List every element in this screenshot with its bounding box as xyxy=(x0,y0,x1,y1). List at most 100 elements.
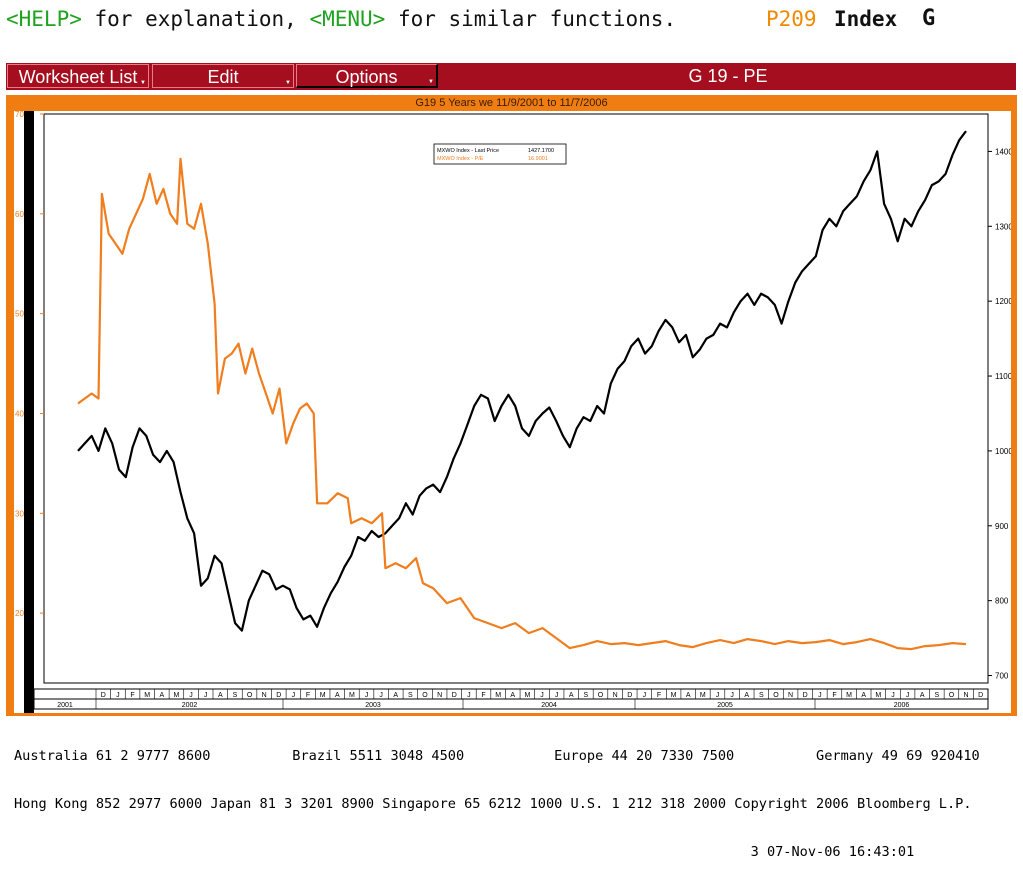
month-label: M xyxy=(875,692,881,699)
right-tick-label: 800 xyxy=(995,597,1009,606)
year-label: 2006 xyxy=(894,702,910,709)
month-label: O xyxy=(773,692,779,699)
right-tick-label: 1000 xyxy=(995,447,1011,456)
month-label: M xyxy=(349,692,355,699)
left-tick-label: 20 xyxy=(15,609,24,618)
footer: Australia 61 2 9777 8600 Brazil 5511 304… xyxy=(14,716,1014,876)
menu-bar: Worksheet List ▼ Edit ▼ Options ▼ G 19 - PE xyxy=(6,63,1016,90)
right-tick-label: 1200 xyxy=(995,297,1011,306)
month-label: F xyxy=(657,692,661,699)
edit-label: Edit xyxy=(207,67,239,87)
pe-ratio-line xyxy=(77,157,967,651)
month-label: S xyxy=(584,692,589,699)
month-label: J xyxy=(730,692,734,699)
month-label: A xyxy=(569,692,574,699)
month-label: J xyxy=(906,692,910,699)
month-label: A xyxy=(393,692,398,699)
year-label: 2002 xyxy=(182,702,198,709)
month-label: A xyxy=(744,692,749,699)
month-label: S xyxy=(233,692,238,699)
month-label: N xyxy=(964,692,969,699)
month-label: A xyxy=(686,692,691,699)
help-key[interactable]: <HELP> xyxy=(6,7,82,31)
month-label: M xyxy=(320,692,326,699)
right-tick-label: 1400 xyxy=(995,147,1011,156)
month-label: J xyxy=(204,692,208,699)
month-label: N xyxy=(788,692,793,699)
month-label: O xyxy=(598,692,604,699)
help-text: for explanation, xyxy=(81,7,310,31)
left-tick-label: 50 xyxy=(15,310,24,319)
month-label: J xyxy=(555,692,559,699)
month-label: J xyxy=(716,692,720,699)
graph-title: G 19 - PE xyxy=(688,66,768,86)
worksheet-list-button[interactable]: Worksheet List ▼ xyxy=(7,64,149,88)
plot-border xyxy=(43,113,989,684)
left-tick-label: 70 xyxy=(15,111,24,119)
right-tick-label: 700 xyxy=(995,672,1009,681)
month-label: J xyxy=(643,692,647,699)
options-button[interactable]: Options ▼ xyxy=(296,64,438,88)
month-label: M xyxy=(700,692,706,699)
month-label: M xyxy=(671,692,677,699)
chart-frame: G19 5 Years we 11/9/2001 to 11/7/2006 20… xyxy=(6,95,1017,716)
month-label: A xyxy=(920,692,925,699)
month-label: J xyxy=(189,692,193,699)
left-scroll-bar xyxy=(24,111,34,713)
month-label: M xyxy=(524,692,530,699)
yellow-key: Index xyxy=(834,7,898,31)
month-label: M xyxy=(144,692,150,699)
year-label: 2005 xyxy=(717,702,733,709)
month-label: D xyxy=(627,692,632,699)
year-label: 2003 xyxy=(365,702,381,709)
month-label: N xyxy=(613,692,618,699)
footer-line-3: 3 07-Nov-06 16:43:01 xyxy=(14,844,915,860)
month-label: D xyxy=(101,692,106,699)
month-label: A xyxy=(335,692,340,699)
footer-line-2: Hong Kong 852 2977 6000 Japan 81 3 3201 … xyxy=(14,796,972,812)
legend-label: MXWO Index - P/E xyxy=(437,156,484,162)
right-tick-label: 900 xyxy=(995,522,1009,531)
legend-value: 16.9001 xyxy=(528,156,548,162)
options-label: Options xyxy=(335,67,398,87)
chart-header: G19 5 Years we 11/9/2001 to 11/7/2006 xyxy=(415,97,608,109)
month-label: O xyxy=(949,692,955,699)
month-label: A xyxy=(510,692,515,699)
dropdown-arrow-icon: ▼ xyxy=(285,80,291,86)
month-label: J xyxy=(116,692,120,699)
footer-line-1: Australia 61 2 9777 8600 Brazil 5511 304… xyxy=(14,748,980,764)
legend-value: 1427.1700 xyxy=(528,148,554,154)
dropdown-arrow-icon: ▼ xyxy=(428,79,434,85)
edit-button[interactable]: Edit ▼ xyxy=(152,64,294,88)
right-tick-label: 1100 xyxy=(995,372,1011,381)
function-command: G xyxy=(922,6,936,31)
month-label: O xyxy=(247,692,253,699)
month-label: F xyxy=(832,692,836,699)
menu-key[interactable]: <MENU> xyxy=(309,7,386,31)
month-label: F xyxy=(481,692,485,699)
month-label: J xyxy=(292,692,296,699)
month-label: J xyxy=(891,692,895,699)
month-label: J xyxy=(467,692,471,699)
legend-label: MXWO Index - Last Price xyxy=(437,148,499,154)
month-label: D xyxy=(452,692,457,699)
worksheet-list-label: Worksheet List xyxy=(18,67,138,87)
month-label: N xyxy=(262,692,267,699)
right-tick-label: 1300 xyxy=(995,222,1011,231)
month-label: N xyxy=(437,692,442,699)
chart-svg: 20 30 40 50 60 70 700 800 900 1000 1100 1200 1300 140… xyxy=(15,111,1011,713)
month-label: A xyxy=(159,692,164,699)
chart-area[interactable]: 20 30 40 50 60 70 700 800 900 1000 1100 1200 1300 140… xyxy=(14,111,1011,713)
month-label: A xyxy=(218,692,223,699)
month-label: S xyxy=(934,692,939,699)
month-label: J xyxy=(379,692,383,699)
month-label: F xyxy=(130,692,134,699)
page-number: P209 xyxy=(766,7,817,31)
month-label: M xyxy=(174,692,180,699)
last-price-line xyxy=(77,130,967,632)
month-label: J xyxy=(818,692,822,699)
month-label: F xyxy=(306,692,310,699)
year-label: 2004 xyxy=(541,702,557,709)
month-label: J xyxy=(365,692,369,699)
month-label: D xyxy=(276,692,281,699)
